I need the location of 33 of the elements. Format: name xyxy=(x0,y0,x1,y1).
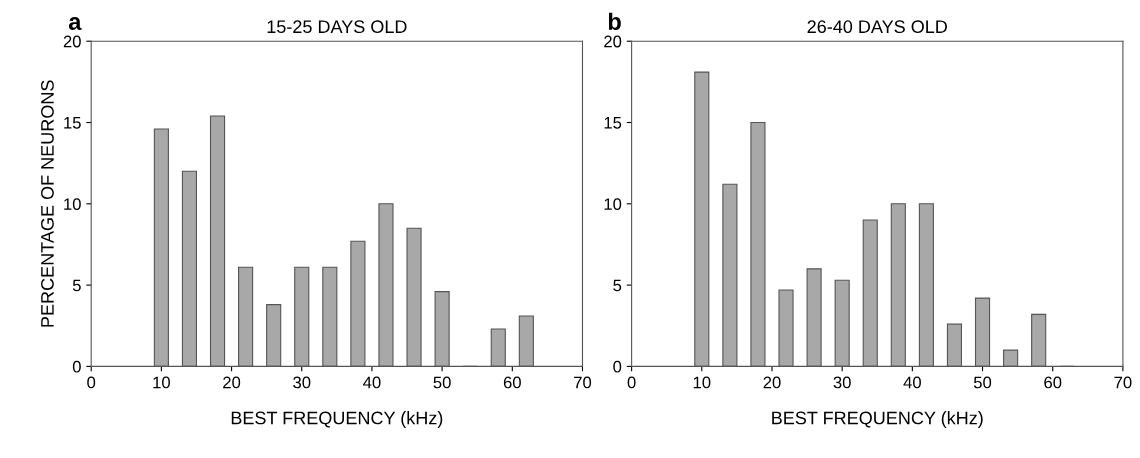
x-axis-title: BEST FREQUENCY (kHz) xyxy=(231,411,443,428)
x-tick-label: 0 xyxy=(87,376,96,389)
y-tick-label: 5 xyxy=(613,279,622,292)
x-tick-label: 40 xyxy=(903,376,921,389)
x-tick-label: 20 xyxy=(223,376,241,389)
x-tick-label: 20 xyxy=(763,376,781,389)
x-tick-label: 60 xyxy=(1044,376,1062,389)
y-tick-label: 0 xyxy=(72,360,81,373)
y-axis-title: PERCENTAGE OF NEURONS xyxy=(41,80,54,327)
y-tick-label: 5 xyxy=(72,279,81,292)
y-tick-label: 10 xyxy=(64,198,81,211)
x-tick-label: 70 xyxy=(574,376,592,389)
x-tick-label: 70 xyxy=(1114,376,1132,389)
text: b xyxy=(608,12,621,31)
y-tick-label: 15 xyxy=(64,117,81,129)
y-tick-label: 20 xyxy=(604,35,622,48)
x-axis-title: BEST FREQUENCY (kHz) xyxy=(772,411,983,428)
x-tick-label: 60 xyxy=(503,376,521,389)
text: a xyxy=(68,17,82,31)
y-tick-label: 0 xyxy=(613,360,622,373)
y-tick-label: 20 xyxy=(63,35,81,48)
chart-title: 26-40 DAYS OLD xyxy=(807,20,947,34)
y-tick-label: 10 xyxy=(604,198,622,211)
x-tick-label: 0 xyxy=(627,376,636,389)
chart-title: 15-25 DAYS OLD xyxy=(267,20,407,34)
x-tick-label: 30 xyxy=(833,376,851,389)
x-tick-label: 50 xyxy=(973,376,992,389)
x-tick-label: 40 xyxy=(363,376,381,389)
y-tick-label: 15 xyxy=(604,117,622,129)
x-tick-label: 10 xyxy=(153,376,170,389)
x-tick-label: 30 xyxy=(293,376,311,389)
x-tick-label: 50 xyxy=(433,376,451,389)
x-tick-label: 10 xyxy=(693,376,711,389)
